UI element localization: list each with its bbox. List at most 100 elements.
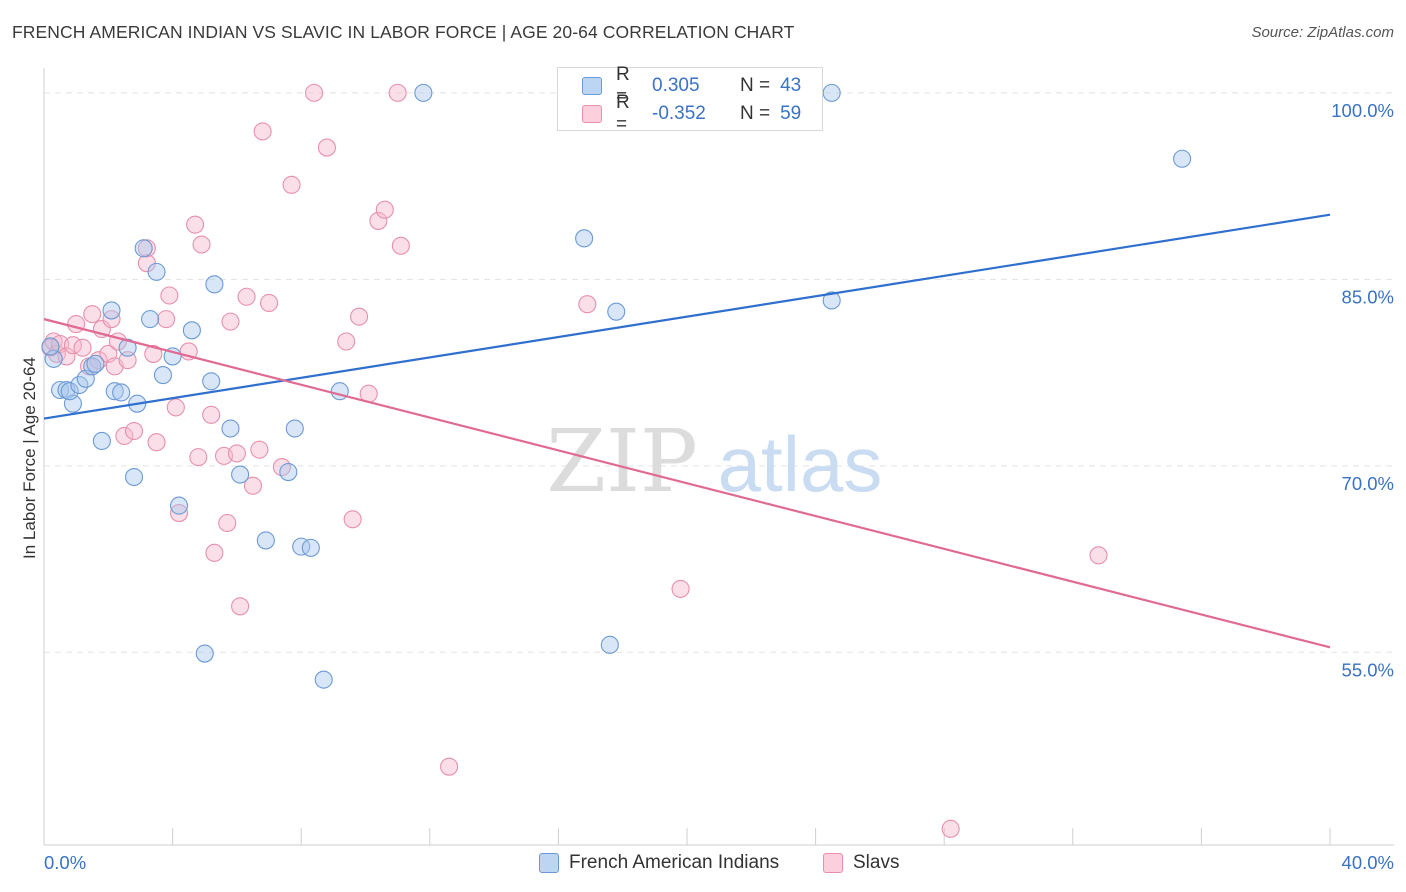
data-point: [205, 275, 224, 294]
data-point: [941, 819, 960, 838]
data-point: [134, 239, 153, 258]
data-point: [253, 122, 272, 141]
grid-lines: [44, 92, 1394, 653]
data-point: [237, 287, 256, 306]
stats-row-blue: R = 0.305 N = 43: [582, 64, 802, 107]
data-point: [671, 579, 690, 598]
data-point: [124, 421, 144, 441]
data-point: [600, 635, 619, 654]
data-point: [118, 338, 137, 357]
data-point: [279, 462, 298, 482]
data-point: [301, 538, 320, 557]
r-label: R =: [616, 92, 630, 135]
data-point: [369, 211, 388, 230]
axes: [43, 68, 1394, 846]
data-point: [317, 138, 336, 157]
legend-label: French American Indians: [569, 852, 780, 873]
data-point: [243, 476, 263, 495]
data-point: [195, 644, 214, 663]
legend-item-slavs[interactable]: Slavs: [823, 852, 899, 874]
series-legend: French American Indians Slavs: [0, 852, 1406, 878]
data-point: [105, 382, 124, 401]
source-note: Source: ZipAtlas.com: [1251, 24, 1394, 41]
data-point: [259, 293, 279, 313]
data-point: [102, 301, 121, 320]
data-point: [227, 444, 246, 463]
r-label: R =: [616, 64, 630, 107]
trend-line: [43, 318, 1331, 649]
n-label: N =: [740, 103, 771, 124]
chart-title: FRENCH AMERICAN INDIAN VS SLAVIC IN LABO…: [12, 22, 795, 42]
data-point: [1173, 149, 1192, 168]
legend-item-french-american-indians[interactable]: French American Indians: [539, 852, 779, 874]
data-point: [822, 83, 841, 102]
trend-line: [43, 213, 1331, 420]
tick-labels: 100.0% 85.0% 70.0% 55.0% 0.0% 40.0%: [44, 100, 1394, 873]
data-point: [147, 262, 166, 281]
y-tick-label: 70.0%: [1342, 473, 1394, 494]
data-point: [157, 310, 176, 329]
slavs-points: [41, 83, 1108, 838]
data-point: [86, 354, 105, 373]
french-american-indians-points: [41, 83, 1192, 689]
data-point: [285, 419, 304, 438]
data-point: [83, 305, 102, 324]
pink-swatch: [582, 105, 602, 123]
watermark-zip: ZIP: [546, 412, 698, 512]
data-point: [221, 312, 240, 331]
data-point: [578, 295, 597, 314]
data-point: [202, 405, 221, 424]
data-point: [83, 357, 102, 376]
data-point: [414, 83, 433, 102]
data-point: [375, 200, 394, 219]
data-point: [118, 351, 137, 370]
data-point: [391, 236, 410, 255]
n-value: 59: [780, 103, 802, 124]
data-point: [166, 398, 185, 417]
n-label: N =: [740, 75, 771, 96]
n-value: 43: [780, 75, 802, 96]
legend-label: Slavs: [853, 852, 900, 873]
data-point: [822, 291, 841, 310]
data-point: [388, 83, 407, 102]
data-point: [147, 433, 166, 452]
data-point: [292, 537, 311, 556]
data-point: [144, 344, 163, 363]
data-point: [337, 332, 356, 351]
data-point: [169, 496, 189, 515]
data-point: [314, 670, 333, 689]
data-point: [153, 366, 173, 385]
data-point: [92, 431, 111, 451]
data-point: [231, 465, 250, 484]
y-tick-label: 100.0%: [1331, 100, 1394, 121]
y-tick-label: 85.0%: [1342, 286, 1394, 307]
data-point: [141, 310, 160, 329]
data-point: [202, 372, 221, 391]
data-point: [205, 543, 224, 562]
x-tick-label: 0.0%: [44, 852, 86, 873]
data-point: [1089, 546, 1108, 565]
y-axis-label: In Labor Force | Age 20-64: [20, 357, 39, 559]
data-point: [256, 531, 275, 550]
data-point: [112, 383, 131, 402]
r-value: -0.352: [652, 103, 706, 124]
data-point: [343, 510, 362, 529]
pink-swatch: [823, 853, 843, 873]
data-point: [218, 513, 237, 533]
data-point: [60, 382, 79, 401]
data-point: [607, 302, 626, 321]
data-point: [182, 321, 201, 340]
blue-swatch: [582, 77, 602, 95]
data-point: [169, 504, 189, 523]
y-tick-label: 55.0%: [1342, 659, 1394, 680]
data-point: [440, 757, 459, 776]
data-point: [67, 315, 86, 334]
watermark-atlas: atlas: [718, 420, 883, 508]
data-point: [186, 215, 205, 234]
r-value: 0.305: [652, 75, 700, 96]
data-point: [231, 597, 250, 616]
data-point: [51, 380, 70, 400]
data-point: [189, 448, 208, 467]
data-point: [160, 286, 179, 305]
